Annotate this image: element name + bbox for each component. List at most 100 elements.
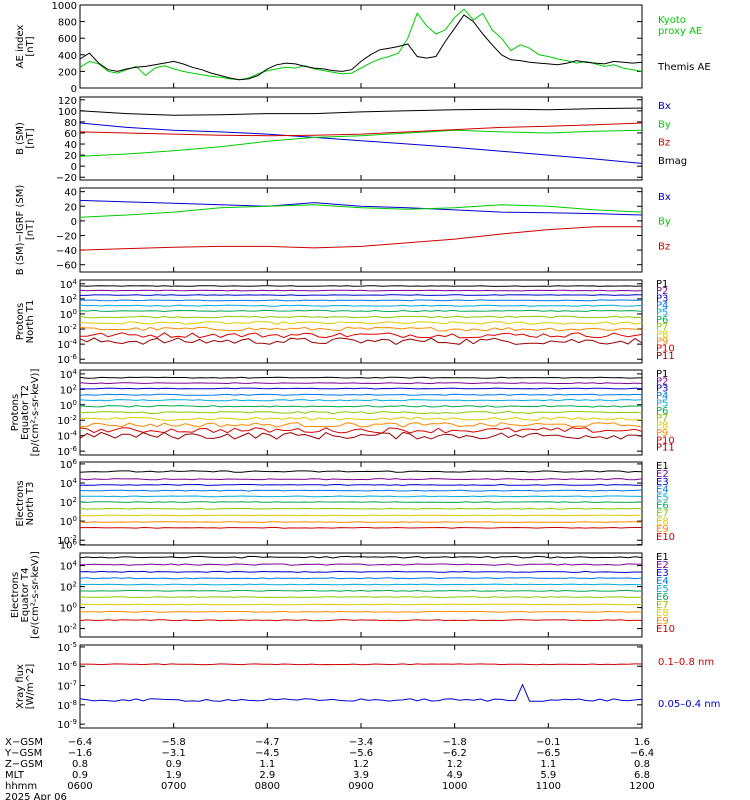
y-tick-label: 100	[60, 399, 77, 412]
series-line-p5	[79, 304, 643, 307]
x-axis-value: 0700	[161, 781, 186, 792]
legend-entry: P7	[656, 322, 668, 333]
legend-entry: Bx	[658, 192, 671, 203]
x-axis-value: 1.2	[447, 759, 463, 770]
y-tick-label: 100	[60, 602, 77, 615]
legend-entry: E7	[656, 508, 669, 519]
series-line-p3	[80, 294, 643, 296]
x-axis-value: 1200	[629, 781, 654, 792]
series-line-e4	[79, 489, 643, 492]
series-line-e5	[80, 495, 643, 498]
legend-entry: E5	[656, 584, 669, 595]
x-axis-value: −6.4	[630, 748, 654, 759]
series-line-p1	[79, 376, 643, 379]
series-line-p10	[79, 332, 643, 339]
panel-frame	[79, 644, 643, 729]
y-tick-label: 800	[58, 18, 77, 29]
x-axis-value: −5.8	[162, 737, 186, 748]
series-line-e5	[79, 583, 643, 586]
legend-entry: Kyoto	[658, 15, 686, 26]
series-line-e6	[80, 589, 643, 592]
series-line-e8	[79, 514, 643, 517]
series-line-kyoto-proxy-ae	[79, 8, 643, 81]
legend-entry: P2	[656, 286, 668, 297]
y-tick-label: 106	[60, 539, 78, 552]
y-tick-label: 40	[64, 188, 77, 199]
y-tick-label: 106	[60, 458, 78, 471]
legend-entry: P1	[656, 369, 668, 380]
panel-frame	[79, 279, 643, 364]
x-axis-value: −6.4	[68, 737, 92, 748]
series-line-p4	[79, 393, 643, 396]
legend-entry: P4	[656, 301, 668, 312]
y-tick-label: 10-6	[57, 445, 77, 458]
legend-entry: P5	[656, 308, 668, 319]
series-line-e10	[80, 526, 642, 529]
series-line-e3	[79, 483, 643, 486]
y-tick-label: 10-4	[57, 430, 77, 443]
y-tick-label: 100	[60, 308, 77, 321]
legend-entry: E10	[656, 532, 675, 543]
y-tick-label: 104	[60, 560, 78, 573]
series-line-p7	[79, 315, 643, 319]
legend-entry: 0.05–0.4 nm	[658, 699, 720, 710]
x-axis-row-label: X−GSM	[5, 737, 43, 748]
series-line-bx	[79, 199, 643, 216]
legend-entry: E2	[656, 560, 669, 571]
x-axis-value: 1100	[536, 781, 561, 792]
y-tick-label: 20	[64, 202, 77, 213]
y-tick-label: 0	[71, 84, 77, 95]
series-line-0-1-0-8-nm	[80, 663, 643, 666]
legend-entry: By	[658, 217, 671, 228]
series-line-e7	[79, 507, 643, 510]
y-axis-label: Protons	[10, 394, 21, 431]
legend-entry: Bz	[658, 241, 670, 252]
y-tick-label: 104	[60, 368, 78, 381]
legend-entry: E2	[656, 469, 669, 480]
legend-entry: Bx	[658, 101, 671, 112]
series-line-bz	[79, 122, 643, 137]
series-line-p2	[79, 382, 643, 385]
x-axis-row-label: Y−GSM	[4, 748, 42, 759]
series-line-p5	[79, 398, 643, 402]
y-tick-label: 120	[58, 96, 77, 107]
y-tick-label: 104	[60, 278, 78, 291]
y-tick-label: 10-2	[57, 323, 77, 336]
series-line-by	[79, 129, 643, 157]
series-line-p6	[79, 309, 643, 313]
y-tick-label: 10-2	[57, 414, 77, 427]
legend-entry: P11	[656, 443, 675, 454]
y-axis-label: [nT]	[25, 128, 36, 148]
series-line-p8	[80, 321, 643, 325]
y-axis-label: [p/(cm²-s-sr-keV)]	[30, 369, 41, 457]
y-axis-label: Electrons	[15, 480, 26, 526]
x-axis-value: −3.4	[349, 737, 373, 748]
legend-entry: 0.1–0.8 nm	[658, 657, 714, 668]
legend-entry: E8	[656, 608, 669, 619]
legend-entry: P4	[656, 391, 668, 402]
legend-entry: P6	[656, 315, 668, 326]
x-axis-value: −4.7	[255, 737, 279, 748]
legend-entry: P6	[656, 406, 668, 417]
series-line-p2	[79, 289, 643, 292]
panel-frame	[79, 187, 643, 273]
x-axis-value: −1.6	[68, 748, 92, 759]
y-tick-label: −20	[56, 231, 77, 242]
y-axis-label: Xray flux	[15, 664, 26, 709]
panel-frame	[79, 4, 643, 89]
legend-entry: E6	[656, 592, 669, 603]
y-tick-label: 10-6	[57, 353, 77, 366]
legend-entry: E4	[656, 485, 669, 496]
series-line-e2	[79, 478, 643, 481]
series-line-bz	[79, 226, 642, 251]
date-label: 2025 Apr 06	[5, 792, 67, 800]
x-axis-value: 1.1	[259, 759, 275, 770]
y-tick-label: 20	[64, 151, 77, 162]
legend-entry: By	[658, 119, 671, 130]
x-axis-value: 4.9	[447, 770, 463, 781]
x-axis-value: 0600	[67, 781, 92, 792]
legend-entry: E4	[656, 576, 669, 587]
legend-entry: P11	[656, 351, 675, 362]
series-line-p3	[79, 387, 643, 390]
x-axis-value: 1.9	[166, 770, 182, 781]
